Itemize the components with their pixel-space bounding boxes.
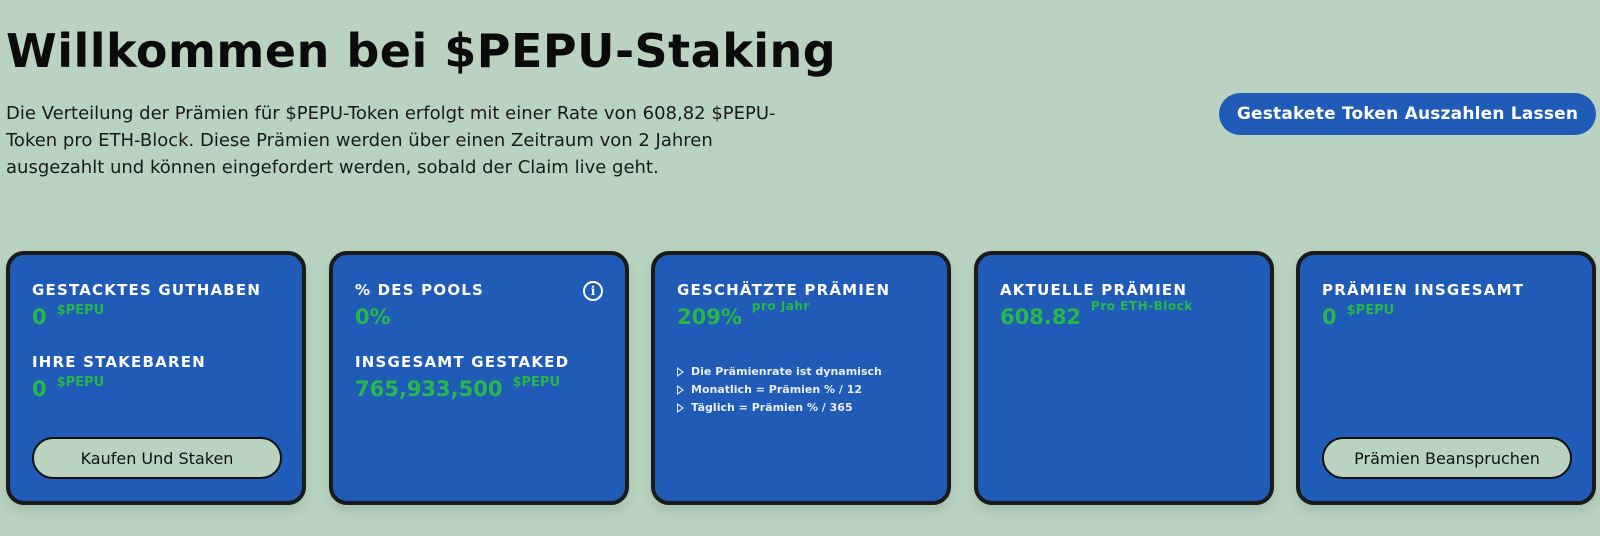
estimated-rewards-card: GESCHÄTZTE PRÄMIEN 209% pro Jahr Die Prä… [651, 251, 951, 505]
triangle-bullet-icon [677, 403, 689, 413]
current-rewards-card: AKTUELLE PRÄMIEN 608.82 Pro ETH-Block [974, 251, 1274, 505]
withdraw-staked-button[interactable]: Gestakete Token Auszahlen Lassen [1219, 93, 1596, 135]
stakeable-label: IHRE STAKEBAREN [32, 353, 206, 371]
total-staked-row: 765,933,500 $PEPU [355, 375, 625, 401]
pool-share-value: 0% [355, 305, 391, 329]
reward-notes-list: Die Prämienrate ist dynamisch Monatlich … [677, 363, 947, 417]
info-icon[interactable]: i [583, 281, 603, 301]
estimated-rewards-label: GESCHÄTZTE PRÄMIEN [677, 281, 891, 299]
estimated-rewards-value: 209% [677, 305, 742, 329]
staked-balance-unit: $PEPU [56, 303, 105, 318]
stakeable-unit: $PEPU [56, 375, 105, 390]
staked-balance-value: 0 [32, 305, 47, 329]
total-rewards-unit: $PEPU [1346, 303, 1395, 318]
total-staked-label: INSGESAMT GESTAKED [355, 353, 570, 371]
pool-share-card: % DES POOLS i 0% INSGESAMT GESTAKED 765,… [329, 251, 629, 505]
buy-and-stake-button[interactable]: Kaufen Und Staken [32, 437, 282, 479]
claim-rewards-button[interactable]: Prämien Beanspruchen [1322, 437, 1572, 479]
stakeable-row: 0 $PEPU [32, 375, 302, 401]
list-item: Die Prämienrate ist dynamisch [677, 363, 947, 381]
page-title: Willkommen bei $PEPU-Staking [6, 24, 837, 78]
staked-balance-label: GESTACKTES GUTHABEN [32, 281, 262, 299]
staked-balance-card: GESTACKTES GUTHABEN 0 $PEPU IHRE STAKEBA… [6, 251, 306, 505]
current-rewards-value: 608.82 [1000, 305, 1082, 329]
triangle-bullet-icon [677, 367, 689, 377]
current-rewards-row: 608.82 Pro ETH-Block [1000, 299, 1270, 329]
triangle-bullet-icon [677, 385, 689, 395]
total-rewards-row: 0 $PEPU [1322, 303, 1592, 329]
list-item: Täglich = Prämien % / 365 [677, 399, 947, 417]
pool-share-row: 0% [355, 305, 625, 329]
current-rewards-label: AKTUELLE PRÄMIEN [1000, 281, 1188, 299]
staked-balance-row: 0 $PEPU [32, 303, 302, 329]
list-item: Monatlich = Prämien % / 12 [677, 381, 947, 399]
total-rewards-card: PRÄMIEN INSGESAMT 0 $PEPU Prämien Beansp… [1296, 251, 1596, 505]
total-rewards-value: 0 [1322, 305, 1337, 329]
estimated-rewards-row: 209% pro Jahr [677, 299, 947, 329]
total-staked-value: 765,933,500 [355, 377, 503, 401]
pool-share-label: % DES POOLS [355, 281, 485, 299]
stakeable-value: 0 [32, 377, 47, 401]
current-rewards-unit: Pro ETH-Block [1091, 299, 1193, 313]
intro-text: Die Verteilung der Prämien für $PEPU-Tok… [6, 103, 776, 178]
estimated-rewards-unit: pro Jahr [751, 299, 810, 313]
total-staked-unit: $PEPU [512, 375, 561, 390]
total-rewards-label: PRÄMIEN INSGESAMT [1322, 281, 1525, 299]
